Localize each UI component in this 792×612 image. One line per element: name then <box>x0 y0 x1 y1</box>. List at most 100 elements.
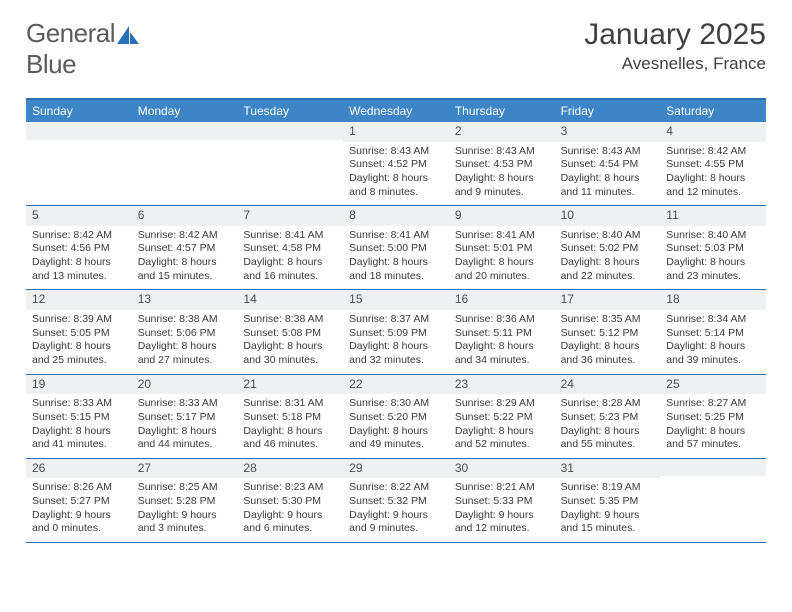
sunrise-line: Sunrise: 8:25 AM <box>138 481 232 495</box>
day-number-wrap: 7 <box>237 206 343 226</box>
day-number: 9 <box>455 208 462 222</box>
logo-text-right: Blue <box>26 49 76 79</box>
sunset-line: Sunset: 5:14 PM <box>666 327 760 341</box>
sunrise-line: Sunrise: 8:43 AM <box>455 145 549 159</box>
day-number-wrap: 2 <box>449 122 555 142</box>
sunrise-line: Sunrise: 8:42 AM <box>666 145 760 159</box>
day-cell: 12Sunrise: 8:39 AMSunset: 5:05 PMDayligh… <box>26 290 132 373</box>
sunrise-line: Sunrise: 8:31 AM <box>243 397 337 411</box>
day-number: 19 <box>32 377 45 391</box>
daylight-line: Daylight: 8 hours and 12 minutes. <box>666 172 760 199</box>
day-cell: 7Sunrise: 8:41 AMSunset: 4:58 PMDaylight… <box>237 206 343 289</box>
logo-text: GeneralBlue <box>26 18 139 80</box>
day-number-wrap: 5 <box>26 206 132 226</box>
day-cell: 18 Sunrise: 8:34 AMSunset: 5:14 PMDayligh… <box>660 290 766 373</box>
day-cell: 16Sunrise: 8:36 AMSunset: 5:11 PMDayligh… <box>449 290 555 373</box>
day-lines: Sunrise: 8:42 AMSunset: 4:55 PMDaylight:… <box>660 145 766 200</box>
day-cell: 11Sunrise: 8:40 AMSunset: 5:03 PMDayligh… <box>660 206 766 289</box>
title-block: January 2025 Avesnelles, France <box>584 18 766 74</box>
daylight-line: Daylight: 9 hours and 3 minutes. <box>138 509 232 536</box>
sunset-line: Sunset: 5:25 PM <box>666 411 760 425</box>
day-cell <box>660 459 766 542</box>
day-lines: Sunrise: 8:33 AMSunset: 5:17 PMDaylight:… <box>132 397 238 452</box>
day-number: 6 <box>138 208 145 222</box>
week-row: 19Sunrise: 8:33 AMSunset: 5:15 PMDayligh… <box>26 374 766 458</box>
day-number: 7 <box>243 208 250 222</box>
sunset-line: Sunset: 5:15 PM <box>32 411 126 425</box>
day-lines: Sunrise: 8:26 AMSunset: 5:27 PMDaylight:… <box>26 481 132 536</box>
day-cell: 13Sunrise: 8:38 AMSunset: 5:06 PMDayligh… <box>132 290 238 373</box>
day-lines: Sunrise: 8:35 AMSunset: 5:12 PMDaylight:… <box>555 313 661 368</box>
day-number: 15 <box>349 292 362 306</box>
day-cell: 15Sunrise: 8:37 AMSunset: 5:09 PMDayligh… <box>343 290 449 373</box>
day-cell: 3Sunrise: 8:43 AMSunset: 4:54 PMDaylight… <box>555 122 661 205</box>
sunset-line: Sunset: 4:57 PM <box>138 242 232 256</box>
day-lines: Sunrise: 8:28 AMSunset: 5:23 PMDaylight:… <box>555 397 661 452</box>
day-cell: 5 Sunrise: 8:42 AMSunset: 4:56 PMDaylight… <box>26 206 132 289</box>
sunrise-line: Sunrise: 8:41 AM <box>243 229 337 243</box>
daylight-line: Daylight: 8 hours and 18 minutes. <box>349 256 443 283</box>
daylight-line: Daylight: 8 hours and 32 minutes. <box>349 340 443 367</box>
day-number-wrap: 12 <box>26 290 132 310</box>
day-number-wrap: 9 <box>449 206 555 226</box>
day-cell: 4 Sunrise: 8:42 AMSunset: 4:55 PMDaylight… <box>660 122 766 205</box>
day-number-wrap: 11 <box>660 206 766 226</box>
day-number-wrap: 4 <box>660 122 766 142</box>
sunset-line: Sunset: 5:27 PM <box>32 495 126 509</box>
sunrise-line: Sunrise: 8:33 AM <box>32 397 126 411</box>
logo: GeneralBlue <box>26 18 139 80</box>
day-number: 26 <box>32 461 45 475</box>
dow-cell: Monday <box>132 100 238 122</box>
day-cell: 9Sunrise: 8:41 AMSunset: 5:01 PMDaylight… <box>449 206 555 289</box>
day-lines: Sunrise: 8:36 AMSunset: 5:11 PMDaylight:… <box>449 313 555 368</box>
sunset-line: Sunset: 5:23 PM <box>561 411 655 425</box>
sunrise-line: Sunrise: 8:38 AM <box>243 313 337 327</box>
sunset-line: Sunset: 5:35 PM <box>561 495 655 509</box>
day-number: 4 <box>666 124 673 138</box>
header: GeneralBlue January 2025 Avesnelles, Fra… <box>26 18 766 80</box>
dow-cell: Sunday <box>26 100 132 122</box>
sunset-line: Sunset: 4:58 PM <box>243 242 337 256</box>
sunrise-line: Sunrise: 8:40 AM <box>561 229 655 243</box>
daylight-line: Daylight: 8 hours and 15 minutes. <box>138 256 232 283</box>
day-cell: 26 Sunrise: 8:26 AMSunset: 5:27 PMDayligh… <box>26 459 132 542</box>
daylight-line: Daylight: 8 hours and 11 minutes. <box>561 172 655 199</box>
daylight-line: Daylight: 8 hours and 55 minutes. <box>561 425 655 452</box>
day-lines: Sunrise: 8:42 AMSunset: 4:56 PMDaylight:… <box>26 229 132 284</box>
day-number-wrap: 10 <box>555 206 661 226</box>
day-number-wrap: 14 <box>237 290 343 310</box>
day-number-wrap: 31 <box>555 459 661 479</box>
sunset-line: Sunset: 5:06 PM <box>138 327 232 341</box>
daylight-line: Daylight: 8 hours and 41 minutes. <box>32 425 126 452</box>
day-lines: Sunrise: 8:27 AMSunset: 5:25 PMDaylight:… <box>660 397 766 452</box>
daylight-line: Daylight: 8 hours and 44 minutes. <box>138 425 232 452</box>
sail-icon <box>117 26 139 44</box>
sunrise-line: Sunrise: 8:36 AM <box>455 313 549 327</box>
day-lines: Sunrise: 8:34 AMSunset: 5:14 PMDaylight:… <box>660 313 766 368</box>
sunset-line: Sunset: 4:52 PM <box>349 158 443 172</box>
day-cell: 17Sunrise: 8:35 AMSunset: 5:12 PMDayligh… <box>555 290 661 373</box>
day-number-wrap: 25 <box>660 375 766 395</box>
daylight-line: Daylight: 8 hours and 9 minutes. <box>455 172 549 199</box>
day-lines: Sunrise: 8:43 AMSunset: 4:54 PMDaylight:… <box>555 145 661 200</box>
day-number-wrap: 19 <box>26 375 132 395</box>
day-number: 12 <box>32 292 45 306</box>
day-number-wrap: 22 <box>343 375 449 395</box>
day-number-wrap: 26 <box>26 459 132 479</box>
day-cell: 2Sunrise: 8:43 AMSunset: 4:53 PMDaylight… <box>449 122 555 205</box>
sunset-line: Sunset: 5:09 PM <box>349 327 443 341</box>
daylight-line: Daylight: 8 hours and 23 minutes. <box>666 256 760 283</box>
day-number: 28 <box>243 461 256 475</box>
sunset-line: Sunset: 5:01 PM <box>455 242 549 256</box>
day-cell <box>132 122 238 205</box>
sunrise-line: Sunrise: 8:21 AM <box>455 481 549 495</box>
sunset-line: Sunset: 4:54 PM <box>561 158 655 172</box>
dow-cell: Tuesday <box>237 100 343 122</box>
day-number: 18 <box>666 292 679 306</box>
day-number-wrap: 27 <box>132 459 238 479</box>
day-cell <box>26 122 132 205</box>
sunrise-line: Sunrise: 8:30 AM <box>349 397 443 411</box>
week-row: 26 Sunrise: 8:26 AMSunset: 5:27 PMDayligh… <box>26 458 766 542</box>
daylight-line: Daylight: 8 hours and 57 minutes. <box>666 425 760 452</box>
sunset-line: Sunset: 5:33 PM <box>455 495 549 509</box>
